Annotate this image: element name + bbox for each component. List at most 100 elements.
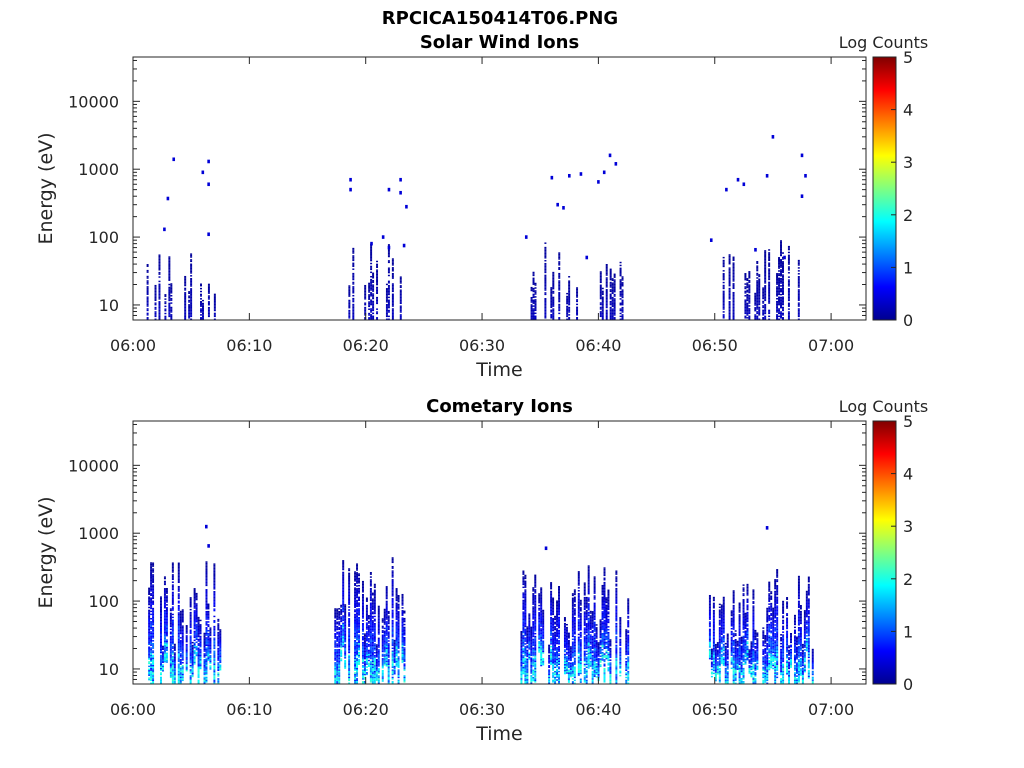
solar-wind-heatmap-cell: [146, 317, 149, 319]
solar-wind-heatmap-cell: [170, 283, 173, 285]
solar-wind-heatmap-cell: [385, 311, 388, 313]
cometary-heatmap-cell: [524, 634, 527, 636]
cometary-heatmap-cell: [171, 638, 174, 641]
cometary-heatmap-cell: [197, 662, 200, 664]
cometary-heatmap-cell: [195, 604, 198, 607]
cometary-heatmap-cell: [199, 627, 202, 629]
cometary-heatmap-cell: [177, 616, 180, 619]
cometary-heatmap-cell: [177, 569, 180, 572]
cometary-heatmap-cell: [540, 647, 543, 649]
cometary-heatmap-cell: [361, 605, 364, 608]
cometary-heatmap-cell: [205, 583, 208, 585]
cometary-heatmap-cell: [207, 630, 210, 632]
solar-wind-heatmap-cell: [391, 317, 394, 319]
solar-wind-heatmap-cell: [619, 293, 622, 296]
solar-wind-heatmap-cell: [722, 274, 725, 276]
cometary-heatmap-cell: [342, 593, 345, 595]
cometary-heatmap-cell: [534, 577, 537, 579]
cometary-heatmap-cell: [334, 622, 337, 625]
solar-wind-heatmap-cell: [605, 286, 608, 288]
solar-wind-heatmap-cell: [568, 295, 571, 297]
solar-wind-heatmap-cell: [609, 296, 612, 298]
cometary-heatmap-cell: [403, 667, 406, 670]
cometary-heatmap-cell: [205, 670, 208, 673]
solar-wind-heatmap-cell: [776, 315, 779, 318]
cometary-heatmap-cell: [363, 656, 366, 658]
cometary-heatmap-cell: [159, 606, 162, 609]
cometary-heatmap-cell: [342, 587, 345, 590]
solar-wind-heatmap-cell: [184, 312, 187, 315]
cometary-heatmap-cell: [387, 660, 390, 663]
solar-wind-heatmap-cell: [164, 318, 167, 320]
cometary-heatmap-cell: [165, 627, 168, 630]
cometary-heatmap-cell: [177, 594, 180, 597]
cometary-heatmap-cell: [150, 568, 153, 570]
cometary-heatmap-cell: [150, 640, 153, 642]
solar-wind-heatmap-cell: [744, 309, 747, 312]
solar-wind-heatmap-cell: [780, 260, 782, 262]
cometary-heatmap-cell: [217, 666, 220, 669]
cometary-heatmap-cell: [193, 610, 196, 612]
solar-wind-heatmap-cell: [758, 312, 761, 315]
cometary-heatmap-cell: [179, 648, 182, 651]
cometary-heatmap-cell: [165, 615, 168, 618]
cometary-heatmap-cell: [334, 657, 337, 660]
solar-wind-heatmap-cell: [158, 260, 161, 262]
solar-wind-heatmap-cell: [190, 291, 193, 293]
solar-wind-heatmap-cell: [758, 308, 761, 310]
cometary-heatmap-cell: [383, 613, 386, 615]
solar-wind-heatmap-cell: [728, 292, 731, 294]
cometary-heatmap-cell: [522, 659, 525, 662]
solar-wind-heatmap-cell: [372, 302, 375, 304]
cometary-heatmap-cell: [356, 595, 359, 597]
solar-wind-heatmap-cell: [188, 308, 191, 310]
cometary-heatmap-cell: [150, 566, 153, 569]
cometary-heatmap-cell: [354, 572, 357, 575]
solar-wind-heatmap-cell: [154, 306, 157, 309]
solar-wind-heatmap-cell: [532, 279, 535, 281]
solar-wind-heatmap-cell: [213, 300, 216, 303]
solar-wind-heatmap-cell: [778, 293, 781, 296]
cometary-heatmap-cell: [217, 653, 220, 656]
cometary-heatmap-cell: [365, 623, 368, 626]
cometary-heatmap-cell: [381, 649, 384, 651]
cometary-heatmap-cell: [356, 620, 359, 622]
cometary-heatmap-cell: [365, 615, 368, 617]
solar-wind-heatmap-cell: [164, 309, 167, 312]
cometary-heatmap-cell: [373, 682, 376, 684]
cometary-heatmap-cell: [532, 660, 535, 663]
cometary-heatmap-cell: [152, 643, 155, 645]
cometary-heatmap-cell: [532, 593, 535, 595]
cometary-heatmap-cell: [395, 655, 398, 657]
cometary-heatmap-cell: [159, 673, 162, 676]
solar-wind-sparse-point: [765, 173, 769, 178]
cometary-heatmap-cell: [165, 629, 168, 631]
solar-wind-heatmap-cell: [756, 284, 759, 287]
solar-wind-heatmap-cell: [797, 284, 800, 287]
solar-wind-heatmap-cell: [609, 290, 612, 293]
cometary-heatmap-cell: [365, 609, 368, 611]
solar-wind-heatmap-cell: [530, 307, 533, 309]
cometary-heatmap-cell: [540, 600, 543, 602]
cometary-heatmap-cell: [150, 656, 153, 658]
cometary-heatmap-cell: [152, 584, 155, 586]
cometary-heatmap-cell: [191, 662, 194, 664]
cometary-heatmap-cell: [193, 588, 196, 590]
cometary-heatmap-cell: [163, 598, 166, 600]
cometary-heatmap-cell: [169, 625, 172, 628]
solar-wind-heatmap-cell: [744, 292, 747, 294]
cometary-heatmap-cell: [528, 648, 531, 650]
cometary-heatmap-cell: [401, 649, 404, 652]
cometary-heatmap-cell: [348, 591, 351, 594]
solar-wind-heatmap-cell: [370, 317, 373, 319]
cometary-heatmap-cell: [363, 652, 366, 654]
cometary-heatmap-cell: [395, 640, 398, 642]
cometary-heatmap-cell: [361, 593, 364, 596]
cometary-heatmap-cell: [520, 664, 523, 667]
solar-wind-heatmap-cell: [530, 309, 533, 312]
solar-wind-heatmap-cell: [778, 277, 781, 280]
cometary-heatmap-cell: [530, 682, 533, 684]
cometary-heatmap-cell: [365, 628, 368, 630]
cometary-heatmap-cell: [540, 657, 543, 659]
cometary-heatmap-cell: [169, 622, 172, 625]
